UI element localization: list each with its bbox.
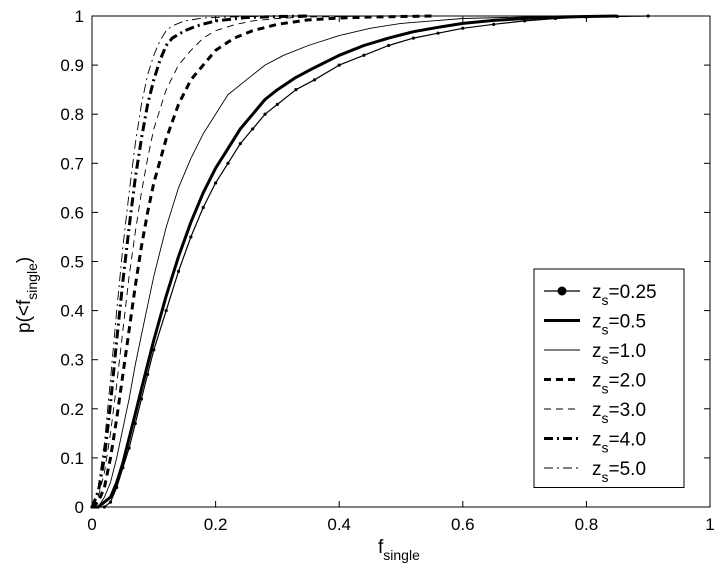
x-axis-label-main: f bbox=[378, 537, 384, 558]
x-tick-label: 0.4 bbox=[327, 515, 351, 534]
series-1-point bbox=[411, 36, 415, 40]
series-1-point bbox=[294, 88, 298, 92]
series-1-point bbox=[164, 309, 168, 313]
legend-label-value: =0.25 bbox=[609, 282, 657, 303]
legend-label-value: =1.0 bbox=[609, 341, 647, 362]
series-1-point bbox=[189, 235, 193, 239]
legend-label-value: =5.0 bbox=[609, 459, 647, 480]
series-1-point bbox=[492, 22, 496, 26]
legend-label-sub: s bbox=[602, 440, 609, 456]
y-tick-label: 0.9 bbox=[60, 56, 84, 75]
x-axis-label: fsingle bbox=[378, 537, 420, 563]
series-1-point bbox=[238, 142, 242, 146]
y-axis-label: p(<fsingle) bbox=[14, 257, 40, 333]
series-1-point bbox=[461, 26, 465, 30]
series-line-6 bbox=[90, 14, 309, 508]
y-tick-label: 0 bbox=[75, 498, 84, 517]
series-1-point bbox=[337, 63, 341, 67]
series-1-point bbox=[523, 19, 527, 23]
y-tick-label: 0.3 bbox=[60, 351, 84, 370]
series-1-point bbox=[275, 102, 279, 106]
legend-label-main: z bbox=[592, 341, 602, 362]
series-1-point bbox=[214, 181, 218, 185]
y-tick-label: 0.5 bbox=[60, 253, 84, 272]
series-layer bbox=[90, 14, 650, 509]
legend-label-main: z bbox=[592, 400, 602, 421]
series-1-point bbox=[108, 500, 113, 504]
legend-label-7: zs=5.0 bbox=[592, 459, 646, 485]
legend-label-value: =2.0 bbox=[609, 371, 647, 392]
y-tick-label: 0.8 bbox=[60, 105, 84, 124]
y-tick-label: 0.2 bbox=[60, 400, 84, 419]
legend-label-2: zs=0.5 bbox=[592, 312, 646, 338]
legend-label-sub: s bbox=[602, 351, 609, 367]
legend-label-main: z bbox=[592, 430, 602, 451]
series-1-point bbox=[226, 161, 230, 165]
y-tick-label: 0.6 bbox=[60, 203, 84, 222]
y-axis-label-pre: p(<f bbox=[14, 299, 35, 333]
legend-label-sub: s bbox=[602, 322, 609, 338]
legend-label-4: zs=2.0 bbox=[592, 371, 646, 397]
legend-label-value: =0.5 bbox=[609, 312, 647, 333]
axis-layer: 0 0.2 0.4 0.6 0.8 1 0 0.1 0.2 0.3 0.4 0.5 0.6 0.7 0.8 0… bbox=[60, 7, 714, 534]
x-tick-label: 0.8 bbox=[575, 515, 599, 534]
legend-label-main: z bbox=[592, 459, 602, 480]
series-1-point bbox=[436, 31, 440, 35]
series-line-3 bbox=[92, 15, 636, 508]
series-1-point bbox=[201, 205, 205, 210]
legend-label-sub: s bbox=[602, 410, 609, 426]
legend-label-sub: s bbox=[602, 469, 609, 485]
series-line-2 bbox=[92, 14, 618, 509]
y-axis-label-sub: single bbox=[24, 263, 40, 300]
x-tick-label: 0 bbox=[87, 515, 96, 534]
series-1-point bbox=[312, 78, 317, 82]
y-tick-label: 0.4 bbox=[60, 302, 84, 321]
legend-label-6: zs=4.0 bbox=[592, 430, 646, 456]
series-1-point bbox=[387, 43, 391, 48]
legend-label-5: zs=3.0 bbox=[592, 400, 646, 426]
y-axis-label-post: ) bbox=[14, 257, 35, 263]
legend-label-value: =4.0 bbox=[609, 430, 647, 451]
series-1-point bbox=[176, 269, 181, 273]
x-tick-label: 0.6 bbox=[451, 515, 475, 534]
series-1-point bbox=[646, 14, 650, 18]
legend-label-main: z bbox=[592, 312, 602, 333]
series-line-5 bbox=[91, 15, 371, 508]
legend-marker bbox=[557, 286, 567, 296]
legend-label-sub: s bbox=[602, 381, 609, 397]
legend-label-1: zs=0.25 bbox=[592, 282, 657, 308]
series-1-point bbox=[362, 53, 366, 57]
legend-label-main: z bbox=[592, 371, 602, 392]
series-1-point bbox=[263, 112, 267, 116]
legend-label-main: z bbox=[592, 282, 602, 303]
series-1-point bbox=[102, 505, 106, 509]
legend-label-sub: s bbox=[602, 292, 609, 308]
legend-label-value: =3.0 bbox=[609, 400, 647, 421]
y-tick-label: 0.1 bbox=[60, 449, 84, 468]
series-line-4 bbox=[91, 14, 432, 509]
x-axis-label-sub: single bbox=[383, 547, 420, 563]
x-tick-label: 0.2 bbox=[204, 515, 228, 534]
series-1-point bbox=[251, 127, 255, 131]
y-tick-label: 0.7 bbox=[60, 154, 84, 173]
x-tick-label: 1 bbox=[705, 515, 714, 534]
legend: zs=0.25zs=0.5zs=1.0zs=2.0zs=3.0zs=4.0zs=… bbox=[533, 268, 685, 488]
y-tick-label: 1 bbox=[75, 7, 84, 26]
legend-label-3: zs=1.0 bbox=[592, 341, 646, 367]
